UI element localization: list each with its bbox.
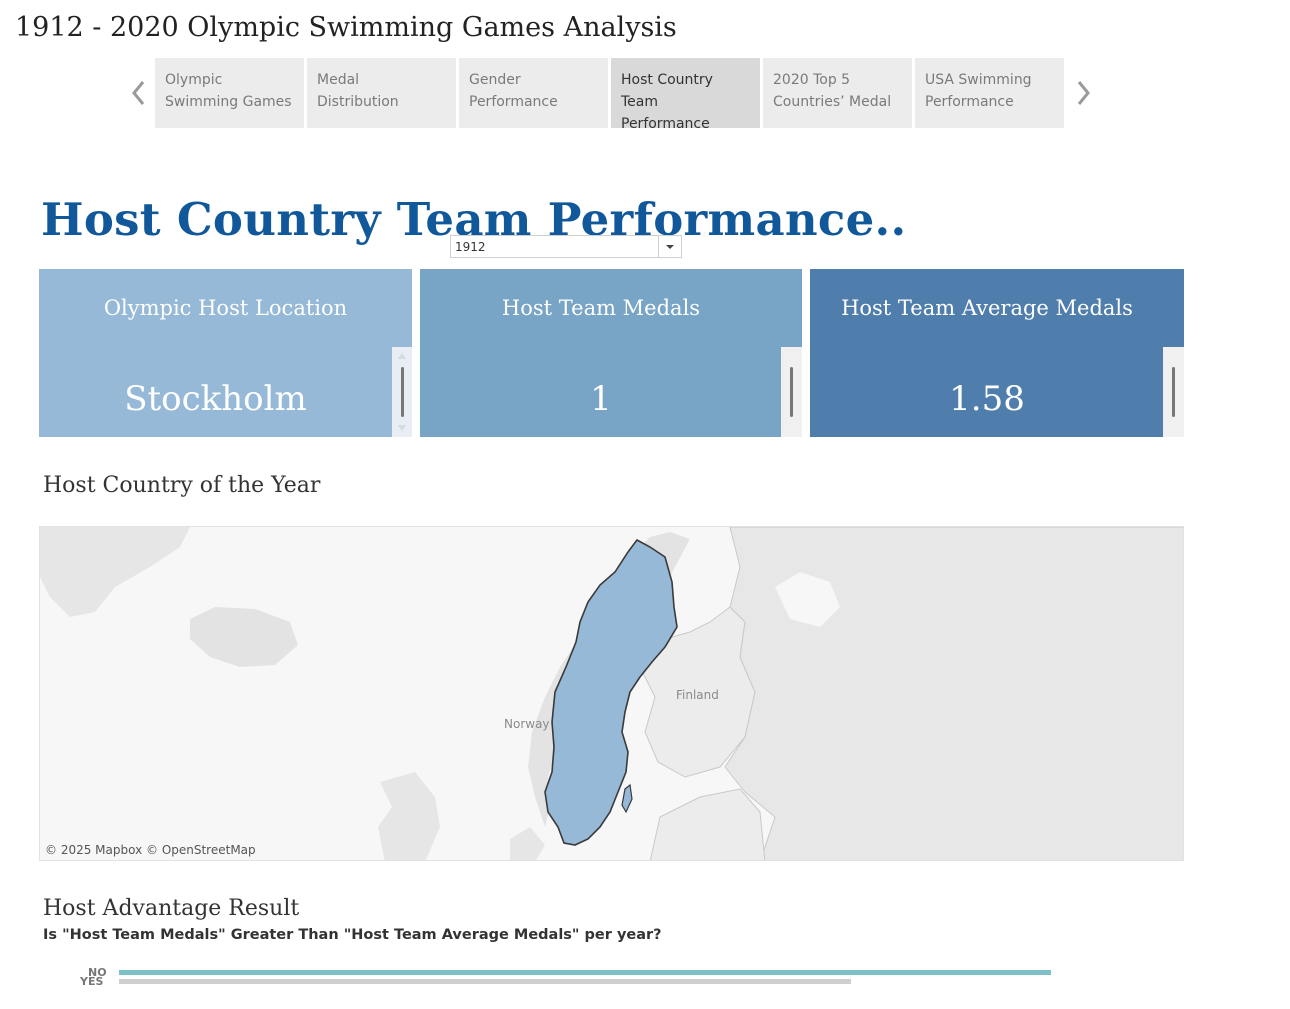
map-attribution[interactable]: © 2025 Mapbox © OpenStreetMap [45,843,256,857]
russia-shape [724,527,1183,860]
iceland-shape [190,607,298,667]
kpi-value: 1.58 [949,379,1025,419]
british-isles-shape [378,772,440,860]
chevron-right-icon [1077,81,1090,105]
tab-label-line1: Gender [469,72,521,88]
map-label-finland: Finland [676,688,719,702]
host-country-map[interactable]: Norway Finland © 2025 Mapbox © OpenStree… [39,526,1184,861]
map-canvas [40,527,1183,860]
tab-label-line2: Distribution [317,94,399,110]
tab-label-line1: 2020 Top 5 [773,72,851,88]
bar-yes[interactable] [119,979,851,984]
tab-host-country-team-performance[interactable]: Host Country Team Performance [611,58,760,132]
tab-label-line2: Team Performance [621,94,710,132]
next-story-point-button[interactable] [1071,76,1095,110]
denmark-shape [510,827,545,860]
tab-label-line1: Olympic [165,72,223,88]
kpi-value: 1 [590,379,612,419]
story-title: 1912 - 2020 Olympic Swimming Games Analy… [15,12,677,43]
kpi-value: Stockholm [124,379,307,419]
kpi-host-team-average-medals: Host Team Average Medals 1.58 [810,269,1184,437]
tab-label-line1: USA Swimming [925,72,1032,88]
tab-2020-top-5-countries-medal[interactable]: 2020 Top 5 Countries’ Medal [763,58,912,128]
tab-label-line1: Host Country [621,72,713,88]
tab-gender-performance[interactable]: Gender Performance [459,58,608,128]
kpi-scrollbar[interactable] [392,347,412,437]
map-label-norway: Norway [504,717,550,731]
kpi-title: Olympic Host Location [103,296,348,320]
map-heading: Host Country of the Year [43,473,321,498]
tab-label-line2: Swimming Games [165,94,292,110]
bar-no[interactable] [119,970,1051,975]
tab-medal-distribution[interactable]: Medal Distribution [307,58,456,128]
bar-label-no: NO [88,966,107,979]
tab-label-line2: Performance [469,94,558,110]
chevron-down-icon[interactable] [658,236,681,257]
sweden-highlight-shape[interactable] [544,538,678,846]
kpi-scrollbar[interactable] [1163,347,1184,437]
kpi-host-location: Olympic Host Location Stockholm [39,269,412,437]
kpi-host-team-medals: Host Team Medals 1 [420,269,802,437]
gotland-shape [621,783,633,814]
white-sea-shape [775,572,840,627]
bar-label-yes: YES [80,975,104,988]
tab-label-line2: Performance [925,94,1014,110]
advantage-heading: Host Advantage Result [43,896,300,921]
scroll-arrows-icon [398,353,406,431]
baltic-states-shape [649,788,766,860]
tab-usa-swimming-performance[interactable]: USA Swimming Performance [915,58,1064,128]
chevron-left-icon [132,81,145,105]
scrollbar-thumb[interactable] [1172,367,1175,417]
kpi-title: Host Team Medals [501,296,701,320]
kpi-scrollbar[interactable] [781,347,802,437]
kpi-title: Host Team Average Medals [841,296,1133,320]
previous-story-point-button[interactable] [127,76,151,110]
year-filter-value: 1912 [455,240,486,254]
tab-label-line2: Countries’ Medal [773,94,892,110]
scrollbar-thumb[interactable] [401,367,404,417]
advantage-subtitle: Is "Host Team Medals" Greater Than "Host… [43,927,662,943]
story-navigator: Olympic Swimming Games Medal Distributio… [155,58,1064,132]
year-filter-dropdown[interactable]: 1912 [450,235,682,258]
tab-olympic-swimming-games[interactable]: Olympic Swimming Games [155,58,304,128]
host-advantage-bar-chart[interactable]: NO YES [78,966,1078,988]
greenland-shape [40,527,190,617]
scrollbar-thumb[interactable] [790,367,793,417]
tab-label-line1: Medal [317,72,360,88]
